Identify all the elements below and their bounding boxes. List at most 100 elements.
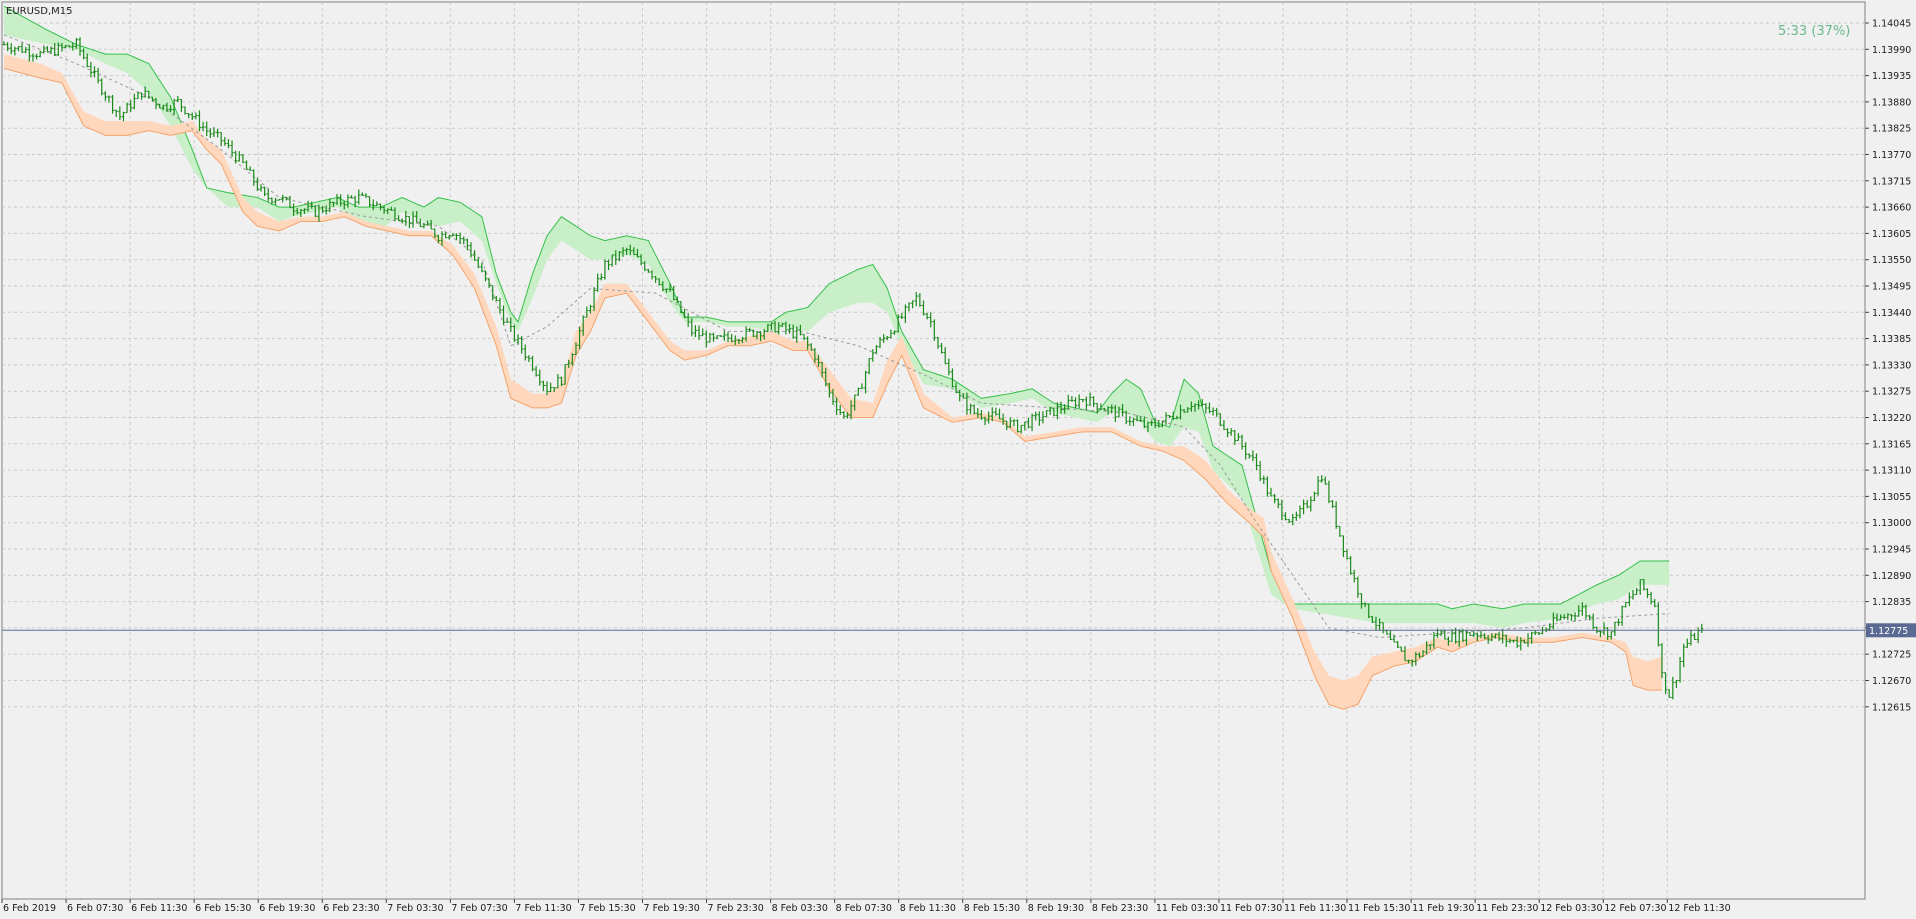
ohlc-bar [643,261,647,272]
ohlc-bar [277,198,281,201]
ohlc-bar [697,325,701,340]
ohlc-bar [813,348,817,363]
ohlc-bar [1117,406,1121,418]
ohlc-bar [903,304,907,323]
ohlc-bar [82,48,86,60]
ohlc-bar [798,324,802,336]
ohlc-bar [96,67,100,84]
ohlc-bar [646,268,650,273]
ohlc-bar [1110,404,1114,414]
ohlc-bar [1095,403,1099,414]
ohlc-bar [914,291,918,307]
ohlc-bar [704,330,708,348]
ohlc-bar [368,196,372,208]
ohlc-bar [1692,632,1697,640]
ohlc-bar [353,195,357,208]
ohlc-bar [143,86,147,98]
ohlc-bar [205,121,209,137]
ohlc-bar [831,388,835,405]
grid [2,2,1865,899]
ohlc-bar [1482,633,1487,640]
ohlc-bar [349,195,354,199]
x-tick-label: 11 Feb 15:30 [1348,903,1410,914]
ohlc-bar [1602,622,1606,636]
ohlc-bar [1341,535,1345,558]
ohlc-bar [538,369,542,386]
ohlc-bar [447,235,451,240]
ohlc-bar [1182,409,1186,413]
ohlc-bar [187,112,191,119]
ohlc-bar [1291,513,1295,526]
ohlc-bar [1486,635,1490,644]
x-tick-label: 12 Feb 07:30 [1604,903,1666,914]
ohlc-bar [1240,434,1244,450]
ohlc-bar [1153,417,1157,429]
time-axis[interactable]: 6 Feb 2019 6 Feb 07:30 6 Feb 11:30 6 Feb 15… [1,899,1731,914]
ohlc-bar [1283,512,1288,521]
ohlc-bar [911,300,915,309]
x-tick-label: 7 Feb 15:30 [579,903,635,914]
ohlc-bar [85,53,89,68]
lower-band [4,54,1662,710]
ohlc-bar [1598,630,1603,638]
ohlc-bar [1526,633,1530,647]
ohlc-bar [925,312,929,320]
ohlc-bar [444,232,448,239]
ohlc-bar [100,78,104,96]
ohlc-bar [1428,644,1432,651]
x-tick-label: 7 Feb 03:30 [387,903,443,914]
ohlc-bar [400,218,404,224]
ohlc-bar [255,177,259,191]
ohlc-bar [1052,407,1056,417]
ohlc-bar [730,333,734,343]
ohlc-bar [67,45,71,48]
ohlc-bar [1566,613,1570,621]
ohlc-bar [871,349,875,362]
ohlc-bar [1044,410,1049,418]
x-tick-label: 6 Feb 23:30 [323,903,379,914]
ohlc-bar [929,312,933,328]
ohlc-bar [1316,475,1320,496]
ohlc-bar [1671,676,1675,700]
x-tick-label: 8 Feb 11:30 [900,903,956,914]
ohlc-bar [1399,646,1403,652]
x-tick-label: 7 Feb 07:30 [451,903,507,914]
ohlc-bar [440,231,444,246]
x-tick-label: 12 Feb 03:30 [1540,903,1602,914]
ohlc-bar [78,37,82,56]
ohlc-bar [853,394,857,411]
ohlc-bar [1005,420,1009,431]
ohlc-bar [1073,397,1078,409]
ohlc-bar [288,195,292,209]
ohlc-bar [132,93,136,110]
ohlc-bar [364,193,368,199]
y-tick-label: 1.13715 [1872,176,1911,187]
ohlc-bar [889,329,893,339]
ohlc-bar [1425,641,1429,655]
ohlc-bar [708,332,712,343]
ohlc-bar [809,343,813,351]
ohlc-bar [1356,576,1360,598]
ohlc-bar [114,109,118,117]
ohlc-bar [1689,629,1693,646]
ohlc-bar [1294,511,1298,521]
ohlc-bar [1142,416,1146,429]
ohlc-bar [679,301,683,314]
ohlc-bar [425,220,430,226]
ohlc-bar [650,270,654,280]
ohlc-bar [317,204,321,222]
ohlc-bar [1674,679,1679,688]
ohlc-bar [1034,411,1038,421]
ohlc-bar [1233,429,1237,446]
price-axis[interactable]: 1.14045 1.13990 1.13935 1.13880 1.13825 1.137… [1865,19,1911,714]
ohlc-bar [1627,592,1631,606]
ohlc-bar [451,233,455,237]
ohlc-bar [835,397,839,416]
y-tick-label: 1.12890 [1872,571,1911,582]
ohlc-bar [360,192,364,196]
ohlc-bar [1211,407,1215,416]
ohlc-bar [1287,518,1291,524]
y-tick-label: 1.12945 [1872,545,1911,556]
ohlc-bar [722,330,726,341]
